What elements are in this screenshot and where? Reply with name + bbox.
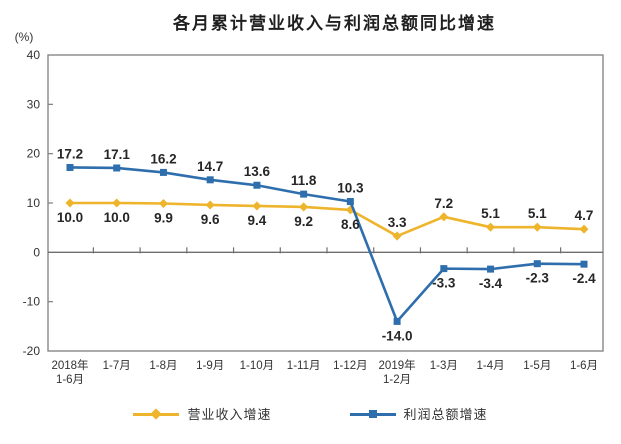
profit-marker-icon [113, 164, 121, 172]
x-axis-category-label: 1-9月 [196, 360, 224, 372]
chart-title: 各月累计营业收入与利润总额同比增速 [173, 14, 496, 33]
x-axis-category-label: 1-11月 [287, 360, 321, 372]
profit-line [69, 166, 585, 323]
revenue-marker-icon [112, 198, 122, 208]
profit-data-label: 13.6 [244, 164, 271, 179]
revenue-legend-label: 营业收入增速 [187, 407, 272, 422]
revenue-data-label: 10.0 [57, 210, 83, 225]
revenue-data-label: 5.1 [528, 206, 547, 221]
profit-data-label: -14.0 [382, 328, 413, 343]
revenue-data-label: 9.2 [294, 214, 313, 229]
x-axis-category-label: 1-10月 [240, 360, 275, 372]
profit-data-label: 17.1 [104, 147, 131, 162]
profit-data-label: 17.2 [57, 146, 83, 161]
profit-legend-line-icon [349, 409, 396, 419]
revenue-data-label: 9.4 [248, 213, 267, 228]
x-axis-category-label: 2019年 1-2月 [379, 358, 416, 386]
y-axis-tick-label: 20 [27, 147, 41, 161]
x-axis-category-label: 1-12月 [333, 360, 368, 372]
y-axis-tick-label: 40 [27, 48, 41, 62]
profit-marker-icon [300, 190, 308, 198]
legend-item-revenue: 营业收入增速 [133, 404, 271, 423]
profit-data-label: 11.8 [291, 173, 317, 188]
profit-legend-label: 利润总额增速 [403, 407, 488, 422]
revenue-marker-icon [158, 198, 168, 209]
y-axis-tick-label: 10 [27, 196, 41, 210]
plot-area: (%) 40 30 20 10 0 -10 -20 2018年 1-6月 1-7月 1-8月 1-9月… [15, 30, 604, 386]
profit-data-label: -2.3 [526, 271, 550, 286]
profit-marker-icon [393, 317, 401, 325]
profit-marker-icon [487, 265, 495, 273]
x-axis-category-label: 1-5月 [523, 360, 551, 372]
profit-data-label: 10.3 [337, 181, 364, 196]
profit-marker-icon [346, 198, 354, 206]
revenue-data-label: 7.2 [434, 196, 453, 211]
y-axis-tick-label: 30 [27, 97, 41, 111]
x-axis-category-label: 1-6月 [570, 360, 598, 372]
y-axis-tick-label: -20 [23, 344, 41, 358]
revenue-data-label: 3.3 [388, 215, 407, 230]
revenue-data-label: 9.6 [201, 212, 220, 227]
x-axis-category-label: 1-8月 [149, 360, 177, 372]
profit-data-label: -3.3 [432, 276, 456, 291]
revenue-line [70, 201, 585, 238]
profit-marker-icon [66, 163, 74, 171]
legend: 营业收入增速 利润总额增速 [0, 404, 621, 423]
profit-marker-icon [440, 265, 448, 273]
profit-data-label: 16.2 [150, 151, 176, 166]
revenue-marker-icon [579, 224, 589, 234]
revenue-marker-icon [439, 212, 449, 222]
y-axis-tick-label: 0 [33, 245, 40, 259]
profit-marker-icon [580, 260, 588, 268]
revenue-data-label: 5.1 [481, 206, 500, 221]
profit-data-label: 14.7 [197, 159, 223, 174]
revenue-marker-icon [65, 198, 75, 208]
profit-data-label: -2.4 [572, 271, 596, 286]
profit-marker-icon [206, 176, 214, 184]
revenue-diamond-marker-icon [150, 407, 163, 420]
revenue-marker-icon [299, 202, 309, 212]
revenue-data-label: 8.6 [341, 217, 360, 232]
y-axis-tick-label: -10 [23, 295, 41, 309]
revenue-marker-icon [486, 222, 496, 232]
x-axis-category-label: 1-7月 [103, 360, 131, 372]
x-axis-category-label: 1-3月 [430, 360, 458, 372]
x-axis-category-label: 2018年 1-6月 [51, 358, 88, 386]
revenue-marker-icon [532, 222, 542, 232]
revenue-marker-icon [252, 201, 262, 211]
revenue-marker-icon [205, 200, 215, 210]
profit-data-label: -3.4 [479, 276, 503, 291]
revenue-legend-line-icon [133, 407, 180, 420]
revenue-data-label: 10.0 [104, 210, 130, 225]
profit-square-marker-icon [368, 409, 377, 418]
revenue-data-label: 9.9 [154, 210, 173, 225]
profit-marker-icon [159, 168, 167, 176]
profit-marker-icon [533, 260, 541, 268]
y-axis-unit-label: (%) [15, 30, 34, 44]
revenue-data-label: 4.7 [575, 208, 594, 223]
x-axis-category-label: 1-4月 [476, 360, 504, 372]
legend-item-profit: 利润总额增速 [349, 404, 488, 423]
profit-marker-icon [253, 181, 261, 189]
